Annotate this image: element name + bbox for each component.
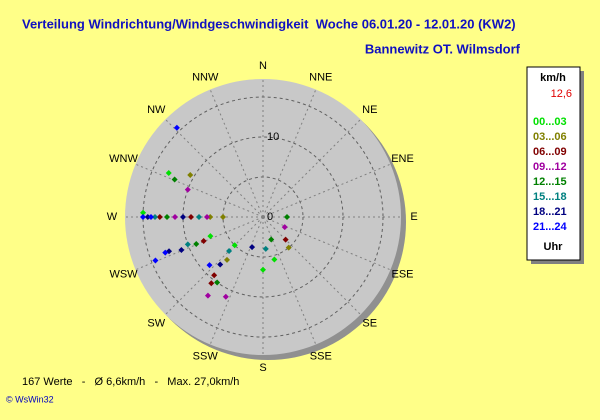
- data-point: [217, 261, 224, 268]
- data-point: [204, 214, 210, 220]
- direction-label: SW: [147, 318, 165, 330]
- data-point: [140, 209, 147, 216]
- direction-label: WNW: [109, 153, 138, 165]
- data-point: [211, 272, 218, 279]
- data-point: [231, 242, 238, 249]
- spoke: [165, 119, 264, 218]
- spoke: [262, 89, 317, 218]
- direction-label: SSW: [193, 350, 219, 362]
- direction-label: N: [259, 60, 267, 72]
- data-point: [281, 224, 288, 231]
- data-point: [204, 292, 211, 299]
- direction-label: SE: [362, 318, 377, 330]
- data-point: [206, 262, 213, 269]
- data-point: [285, 244, 292, 251]
- direction-label: SSE: [310, 350, 332, 362]
- grid-ring: [142, 96, 384, 338]
- data-point: [220, 214, 226, 220]
- data-point: [226, 247, 233, 254]
- data-point: [171, 176, 178, 183]
- data-point: [214, 279, 221, 286]
- chart-title: Verteilung Windrichtung/Windgeschwindigk…: [22, 16, 516, 31]
- legend-entry: 21...24: [533, 221, 568, 233]
- data-point: [249, 244, 256, 251]
- data-point: [178, 246, 185, 253]
- legend-entry: 12...15: [533, 176, 567, 188]
- data-point: [224, 256, 231, 263]
- data-point: [172, 214, 178, 220]
- direction-label: NE: [362, 104, 377, 116]
- data-point: [173, 124, 180, 131]
- legend-unit: Uhr: [544, 241, 564, 253]
- legend-entry: 06...09: [533, 146, 567, 158]
- data-point: [152, 257, 159, 264]
- data-point: [152, 214, 158, 220]
- data-point: [260, 266, 266, 273]
- chart-subtitle: Bannewitz OT. Wilmsdorf: [365, 41, 521, 56]
- data-point: [162, 249, 169, 256]
- direction-label: S: [259, 362, 266, 374]
- footer: 167 Werte - Ø 6,6km/h - Max. 27,0km/h: [22, 376, 239, 388]
- direction-label: ENE: [391, 153, 414, 165]
- direction-label: NNE: [309, 71, 332, 83]
- legend: [526, 66, 581, 261]
- spoke: [209, 89, 264, 218]
- data-point: [156, 214, 163, 220]
- data-point: [284, 214, 290, 220]
- data-point: [207, 214, 214, 220]
- data-point: [271, 256, 278, 263]
- spoke: [262, 216, 361, 315]
- direction-label: NNW: [192, 71, 219, 83]
- data-point: [187, 172, 194, 178]
- data-point: [188, 214, 194, 220]
- data-point: [262, 245, 269, 252]
- data-point: [184, 241, 191, 248]
- legend-value: 12,6: [551, 88, 572, 100]
- direction-label: ESE: [391, 269, 413, 281]
- data-point: [208, 280, 215, 287]
- data-point: [207, 233, 214, 240]
- data-point: [193, 240, 200, 247]
- data-point: [180, 214, 186, 220]
- legend-entry: 09...12: [533, 161, 567, 173]
- data-point: [196, 214, 202, 220]
- direction-label: E: [410, 211, 417, 223]
- spoke: [262, 119, 361, 218]
- data-point: [268, 236, 275, 243]
- data-point: [148, 214, 154, 220]
- legend-entry: 00...03: [533, 116, 567, 128]
- data-point: [140, 214, 146, 220]
- grid-ring: [182, 136, 344, 298]
- spoke: [135, 163, 264, 218]
- data-point: [165, 170, 172, 177]
- grid-ring: [222, 176, 304, 258]
- legend-entry: 15...18: [533, 191, 567, 203]
- legend-entry: 18...21: [533, 206, 567, 218]
- data-point: [200, 237, 207, 244]
- legend-entry: 03...06: [533, 131, 567, 143]
- direction-label: W: [107, 211, 118, 223]
- data-point: [222, 293, 229, 300]
- data-point: [184, 186, 191, 193]
- data-point: [164, 214, 170, 220]
- credit: © WsWin32: [6, 394, 54, 404]
- direction-label: WSW: [109, 269, 138, 281]
- direction-label: NW: [147, 104, 166, 116]
- r-tick-label: 0: [267, 211, 273, 223]
- r-tick-label: 10: [267, 131, 279, 143]
- data-point: [282, 236, 289, 243]
- spoke: [165, 216, 264, 315]
- data-point: [144, 214, 151, 220]
- legend-title: km/h: [540, 72, 566, 84]
